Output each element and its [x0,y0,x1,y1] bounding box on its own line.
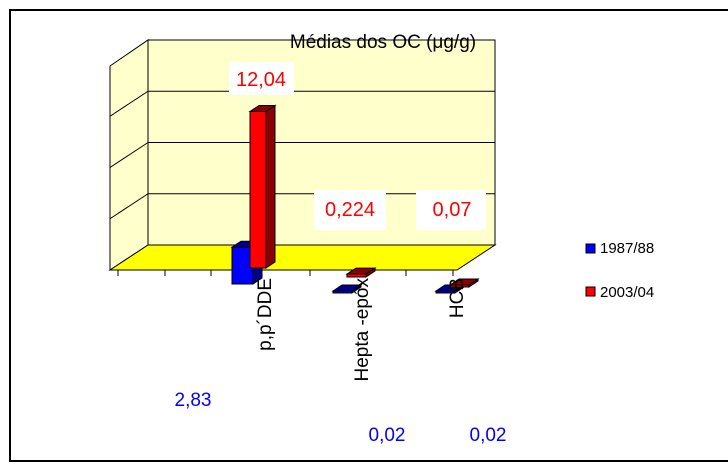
data-label-1987-hepta: 0,02 [369,425,406,446]
legend-swatch-1987 [585,243,596,254]
data-label-1987-ppdde: 2,83 [175,390,212,411]
bar-front [332,290,353,294]
data-label-1987-hcb: 0,02 [470,425,507,446]
data-label-2003-hepta: 0,224 [325,199,375,221]
data-label-2003-hcb: 0,07 [433,199,472,221]
legend-label-1987: 1987/88 [600,240,654,257]
bar-2003-04-1 [345,267,377,278]
legend-label-2003: 2003/04 [600,284,654,301]
bar-front [449,284,470,288]
data-label-box-2003-ppdde [229,62,294,95]
bars [230,104,480,294]
bar-front [249,110,267,269]
bar-side [265,104,276,269]
bar-front [346,273,367,278]
chart-title: Médias dos OC (μg/g) [290,32,476,53]
bar-2003-04-0 [248,104,277,269]
gridline-side [109,193,149,220]
x-axis-ticks [117,270,454,276]
data-label-box-2003-hepta [314,190,386,230]
category-label-hcb: HCB [447,278,468,318]
gridline-side [109,90,149,117]
gridline-side [109,142,149,168]
data-label-2003-ppdde: 12,04 [236,69,286,91]
bar-1987-88-1 [331,284,363,294]
floor [108,244,497,271]
category-label-hepta-epox: Hepta -epóx [352,278,373,382]
bar-2003-04-2 [448,278,480,288]
category-label-ppdde: p,p´DDE [255,278,276,351]
data-label-box-2003-hcb [416,190,486,230]
legend-swatch-2003 [585,286,596,297]
bar-front [435,290,456,294]
